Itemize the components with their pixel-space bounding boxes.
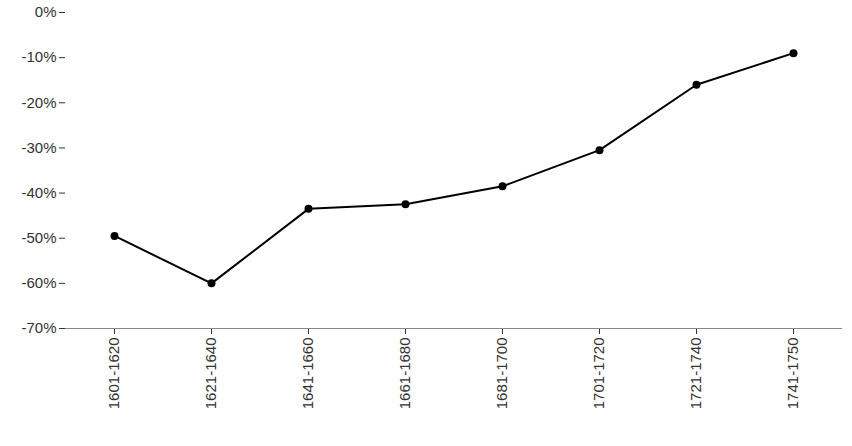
- svg-text:-70%: -70%: [21, 319, 56, 336]
- svg-text:-20%: -20%: [21, 94, 56, 111]
- svg-text:1681-1700: 1681-1700: [493, 338, 510, 410]
- svg-text:-40%: -40%: [21, 184, 56, 201]
- svg-text:1701-1720: 1701-1720: [590, 338, 607, 410]
- svg-text:-30%: -30%: [21, 139, 56, 156]
- svg-text:0%: 0%: [35, 3, 57, 20]
- svg-text:1641-1660: 1641-1660: [299, 338, 316, 410]
- svg-text:-10%: -10%: [21, 48, 56, 65]
- svg-text:-50%: -50%: [21, 229, 56, 246]
- svg-text:1741-1750: 1741-1750: [784, 338, 801, 410]
- svg-text:1721-1740: 1721-1740: [687, 338, 704, 410]
- svg-text:1601-1620: 1601-1620: [105, 338, 122, 410]
- svg-text:1621-1640: 1621-1640: [202, 338, 219, 410]
- svg-text:1661-1680: 1661-1680: [396, 338, 413, 410]
- svg-text:-60%: -60%: [21, 274, 56, 291]
